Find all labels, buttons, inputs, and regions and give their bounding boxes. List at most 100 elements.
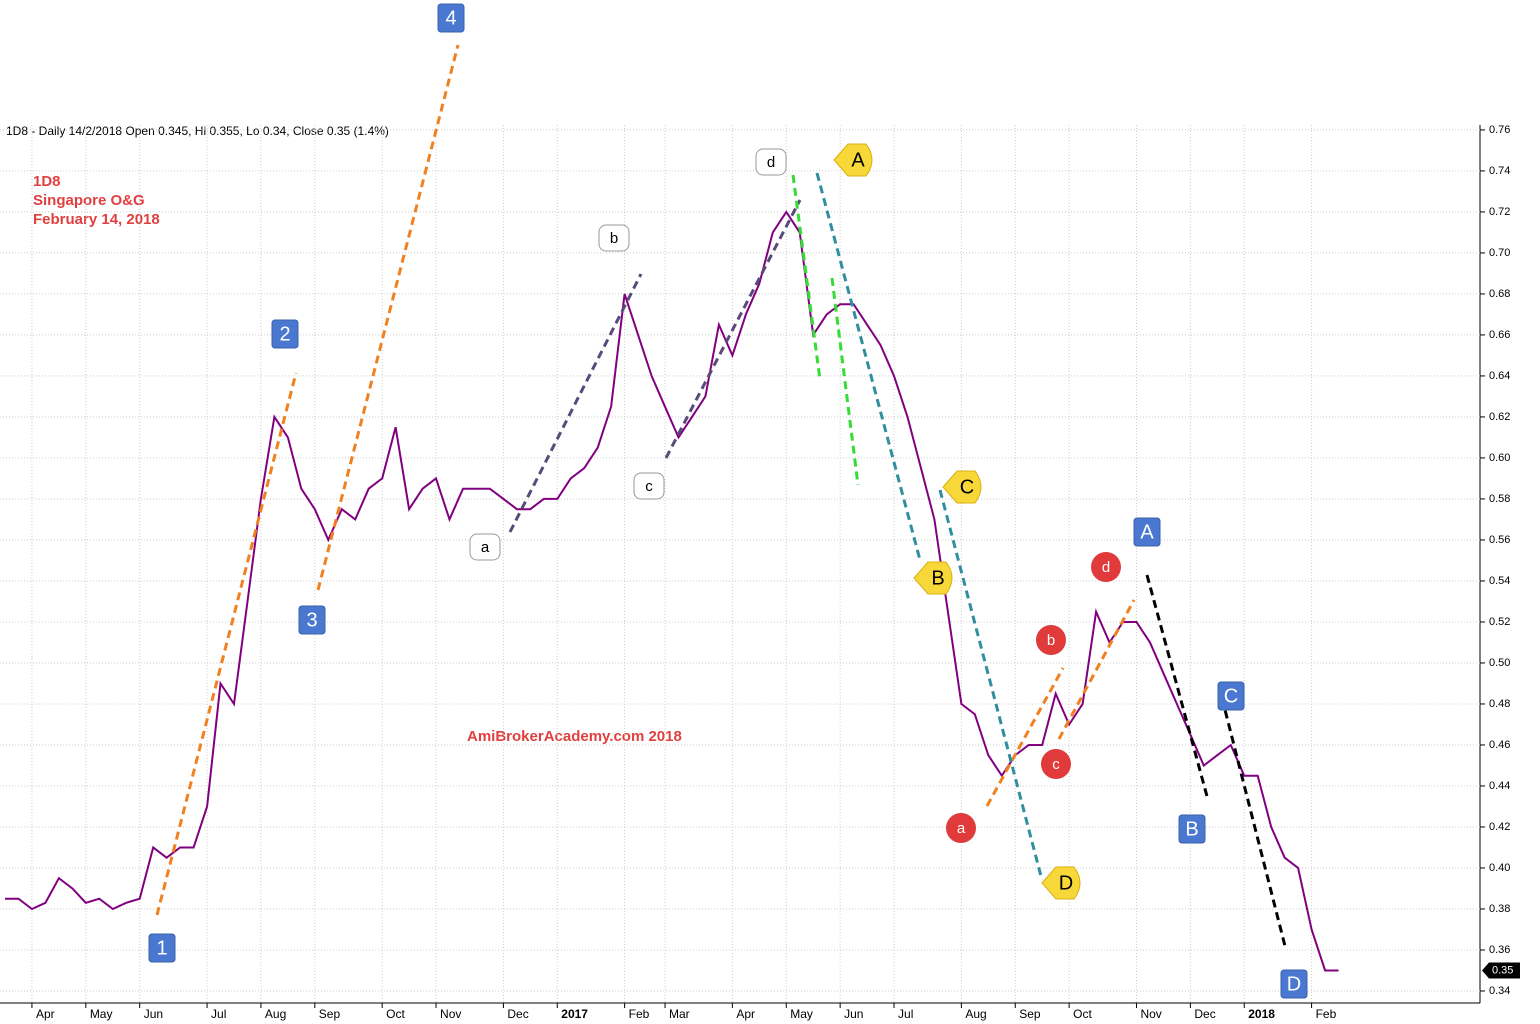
wave-label: B (931, 567, 944, 589)
wave-label: B (1185, 818, 1198, 840)
wave-marker (1217, 681, 1245, 711)
wave-label: D (1059, 872, 1073, 894)
y-tick-label: 0.48 (1489, 698, 1510, 710)
trend-line (1057, 599, 1136, 740)
wave-label: b (1047, 632, 1055, 649)
x-tick-label: Sep (319, 1007, 341, 1021)
y-tick-label: 0.74 (1489, 165, 1510, 177)
wave-marker (633, 472, 665, 500)
y-tick-label: 0.72 (1489, 206, 1510, 218)
y-tick-label: 0.70 (1489, 247, 1510, 259)
x-tick-label: Feb (1316, 1007, 1337, 1021)
y-tick-label: 0.56 (1489, 534, 1510, 546)
y-tick-label: 0.50 (1489, 657, 1510, 669)
wave-label: a (481, 539, 490, 556)
y-tick-label: 0.68 (1489, 288, 1510, 300)
y-tick-label: 0.64 (1489, 370, 1510, 382)
wave-marker (598, 224, 630, 252)
x-tick-label: Oct (386, 1007, 405, 1021)
y-tick-label: 0.36 (1489, 944, 1510, 956)
wave-label: C (1224, 685, 1238, 707)
title-line: 1D8 (33, 173, 61, 190)
y-tick-label: 0.44 (1489, 780, 1510, 792)
wave-marker (271, 319, 299, 349)
y-tick-label: 0.76 (1489, 124, 1510, 136)
x-tick-label: Jun (144, 1007, 163, 1021)
wave-marker (1280, 969, 1308, 999)
y-tick-label: 0.38 (1489, 903, 1510, 915)
wave-label: a (957, 820, 966, 837)
x-tick-label: Sep (1019, 1007, 1041, 1021)
trend-line (985, 667, 1065, 807)
x-tick-label: Apr (736, 1007, 755, 1021)
x-tick-label: Oct (1073, 1007, 1092, 1021)
trend-line (316, 44, 460, 591)
y-tick-label: 0.58 (1489, 493, 1510, 505)
header: 1D8 - Daily 14/2/2018 Open 0.345, Hi 0.3… (6, 124, 389, 138)
x-tick-label: Aug (265, 1007, 286, 1021)
last-price-label: 0.35 (1492, 964, 1513, 976)
wave-marker (942, 470, 982, 504)
x-tick-label: 2018 (1248, 1007, 1275, 1021)
wave-label: A (1140, 521, 1154, 543)
y-tick-label: 0.66 (1489, 329, 1510, 341)
x-tick-label: Feb (629, 1007, 650, 1021)
x-tick-label: Nov (1140, 1007, 1161, 1021)
y-tick-label: 0.52 (1489, 616, 1510, 628)
wave-marker (833, 143, 873, 177)
x-tick-label: 2017 (561, 1007, 588, 1021)
wave-marker (946, 813, 976, 843)
x-tick-label: Apr (36, 1007, 55, 1021)
y-tick-label: 0.60 (1489, 452, 1510, 464)
x-tick-label: Jul (211, 1007, 226, 1021)
wave-label: c (1052, 756, 1060, 773)
trend-line (664, 199, 802, 459)
x-tick-label: Mar (669, 1007, 690, 1021)
wave-label: b (610, 230, 618, 247)
wave-label: 3 (306, 609, 317, 631)
wave-label: D (1287, 973, 1301, 995)
wave-marker (1133, 517, 1161, 547)
y-tick-label: 0.40 (1489, 862, 1510, 874)
watermark: AmiBrokerAcademy.com 2018 (467, 728, 682, 745)
trend-line (830, 277, 860, 486)
wave-marker (755, 148, 787, 176)
wave-marker (437, 3, 465, 33)
trend-line (1220, 697, 1288, 951)
wave-label: A (851, 149, 865, 171)
wave-marker (1091, 552, 1121, 582)
x-tick-label: Jul (898, 1007, 913, 1021)
x-tick-label: Dec (507, 1007, 528, 1021)
x-tick-label: May (90, 1007, 113, 1021)
title-line: February 14, 2018 (33, 211, 160, 228)
wave-marker (1036, 625, 1066, 655)
x-tick-label: Jun (844, 1007, 863, 1021)
wave-marker (913, 561, 953, 595)
wave-label: 4 (445, 7, 456, 29)
trend-line (508, 273, 643, 533)
wave-label: 1 (156, 937, 167, 959)
last-price-box (1482, 962, 1520, 979)
wave-marker (1041, 749, 1071, 779)
wave-marker (1178, 814, 1206, 844)
title-line: Singapore O&G (33, 192, 145, 209)
trend-line (791, 174, 822, 381)
x-tick-label: May (790, 1007, 813, 1021)
trend-line (815, 172, 922, 561)
wave-label: d (1102, 559, 1110, 576)
wave-marker (298, 605, 326, 635)
x-tick-label: Dec (1194, 1007, 1215, 1021)
y-tick-label: 0.62 (1489, 411, 1510, 423)
y-tick-label: 0.46 (1489, 739, 1510, 751)
x-tick-label: Nov (440, 1007, 461, 1021)
wave-label: d (767, 154, 775, 171)
wave-marker (469, 533, 501, 561)
wave-marker (148, 933, 176, 963)
wave-label: c (645, 478, 653, 495)
wave-marker (1041, 866, 1081, 900)
wave-label: 2 (279, 323, 290, 345)
wave-label: C (960, 476, 974, 498)
y-tick-label: 0.54 (1489, 575, 1510, 587)
y-tick-label: 0.42 (1489, 821, 1510, 833)
